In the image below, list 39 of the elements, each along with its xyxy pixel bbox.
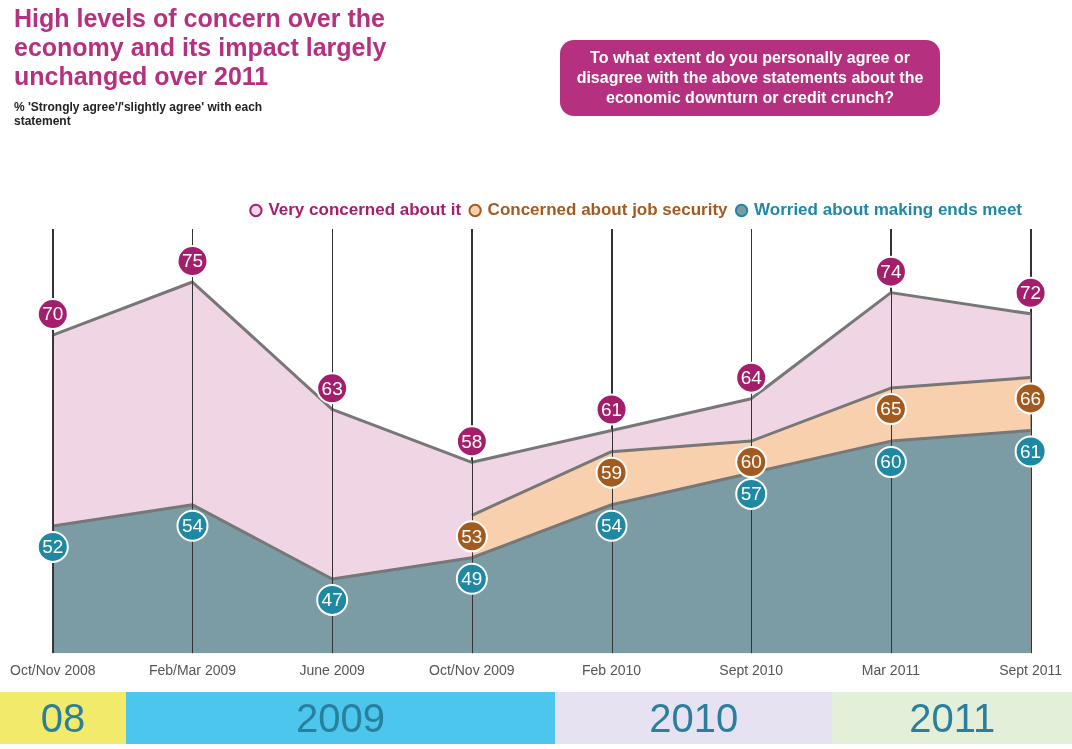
- annotation: 2010: [554, 692, 833, 744]
- x-tick-label: Feb 2010: [581, 662, 642, 679]
- data-label: 52: [42, 536, 64, 558]
- annotation: 2009: [126, 692, 555, 744]
- data-label: 60: [880, 451, 902, 473]
- x-tick-label: Sept 2010: [719, 662, 784, 679]
- data-label: 74: [880, 260, 902, 282]
- data-label: 60: [740, 451, 762, 473]
- data-label: 59: [600, 461, 623, 483]
- x-tick-label: Sept 2011: [999, 662, 1063, 679]
- x-tick-label: June 2009: [299, 662, 366, 679]
- data-label: 58: [461, 430, 483, 452]
- data-label: 47: [321, 589, 343, 611]
- x-tick-label: Oct/Nov 2009: [429, 662, 515, 679]
- x-tick-label: Oct/Nov 2008: [10, 662, 96, 679]
- text: To what extent do you personally agree or disagree with the above statements about the economic downturn or credit crunch?: [560, 40, 940, 116]
- data-label: 54: [181, 514, 204, 536]
- data-label: 64: [740, 366, 763, 388]
- x-tick-label: Mar 2011: [861, 662, 921, 679]
- chart-subtitle: % 'Strongly agree'/'slightly agree' with each statement: [14, 100, 264, 128]
- data-label: 66: [1020, 387, 1042, 409]
- data-label: 49: [461, 567, 483, 589]
- annotation: 2011: [832, 692, 1072, 744]
- x-tick-label: Feb/Mar 2009: [148, 662, 237, 679]
- legend-label: Very concerned about it: [268, 200, 462, 220]
- data-label: 72: [1020, 282, 1042, 304]
- legend-label: Worried about making ends meet: [754, 200, 1023, 220]
- data-label: 70: [42, 303, 64, 325]
- data-label: 61: [600, 398, 623, 420]
- data-label: 53: [461, 525, 483, 547]
- legend-label: Concerned about job security: [487, 200, 729, 220]
- data-label: 54: [600, 514, 623, 536]
- chart-title: High levels of concern over the economy and its impact largely unchanged over 2011: [14, 4, 388, 91]
- data-label: 75: [181, 250, 204, 272]
- annotation: 08: [0, 692, 127, 744]
- data-label: 57: [740, 483, 762, 505]
- data-label: 61: [1020, 440, 1042, 462]
- data-label: 63: [321, 377, 343, 399]
- data-label: 65: [880, 398, 902, 420]
